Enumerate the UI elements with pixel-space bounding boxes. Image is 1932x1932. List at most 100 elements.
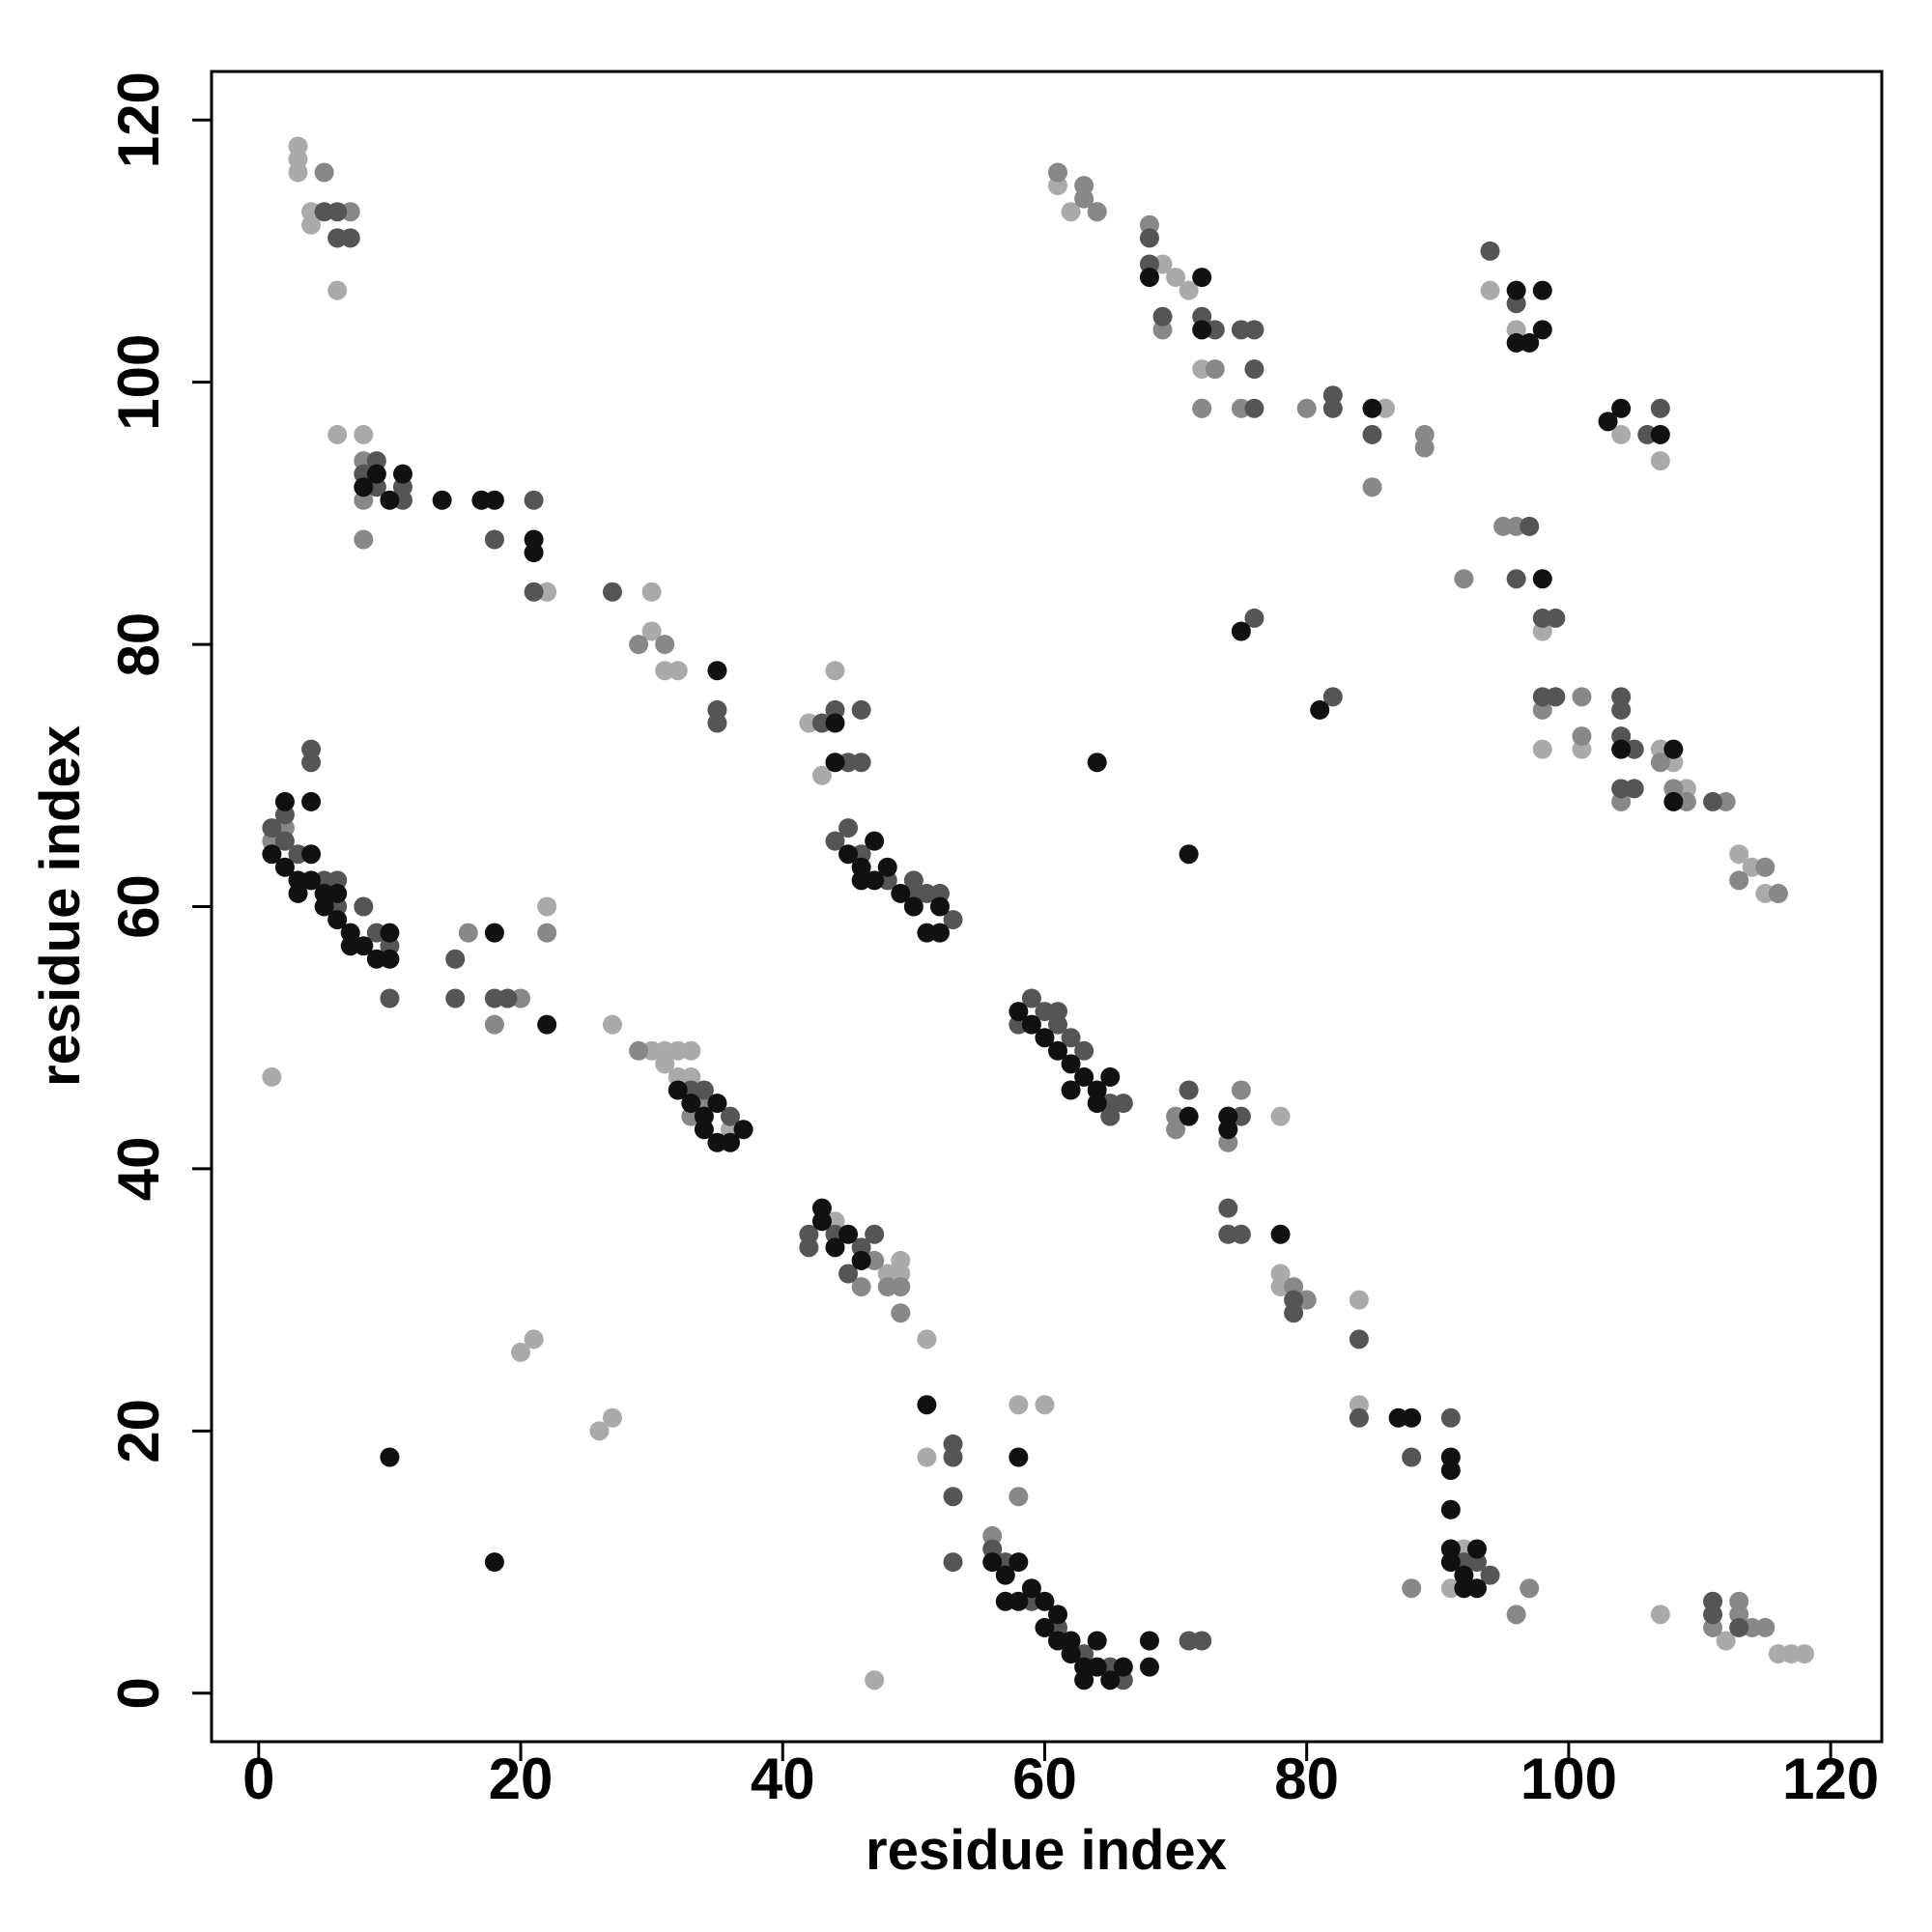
point xyxy=(1139,228,1159,248)
point xyxy=(811,1198,832,1218)
point xyxy=(327,910,348,930)
point xyxy=(511,1342,531,1362)
point xyxy=(1061,1080,1081,1100)
point xyxy=(825,831,845,851)
point xyxy=(1611,739,1632,759)
point xyxy=(1139,1657,1159,1677)
point xyxy=(1113,1657,1133,1677)
point xyxy=(262,844,282,865)
point xyxy=(1572,687,1592,707)
point xyxy=(1466,1578,1487,1599)
y-axis-label: residue index xyxy=(29,725,92,1087)
point xyxy=(1546,608,1566,628)
point xyxy=(1021,988,1041,1009)
point xyxy=(1048,162,1068,183)
point xyxy=(537,923,557,943)
point xyxy=(274,831,295,851)
point xyxy=(1362,424,1382,444)
point xyxy=(1270,1106,1291,1126)
point xyxy=(694,1120,714,1140)
point xyxy=(1362,477,1382,497)
point xyxy=(721,1106,741,1126)
point xyxy=(891,1277,911,1297)
point xyxy=(301,753,322,773)
point xyxy=(524,582,544,602)
x-tick-label: 20 xyxy=(489,1747,554,1811)
point xyxy=(1532,739,1552,759)
point xyxy=(1296,398,1317,418)
point xyxy=(838,1264,859,1284)
x-tick-label: 80 xyxy=(1274,1747,1339,1811)
point xyxy=(484,923,504,943)
point xyxy=(1192,320,1212,340)
point xyxy=(681,1094,701,1114)
point xyxy=(327,202,348,222)
point xyxy=(458,923,478,943)
point xyxy=(537,896,557,917)
point xyxy=(327,280,348,300)
point xyxy=(1166,268,1186,288)
point xyxy=(1768,1644,1788,1664)
point xyxy=(825,1237,845,1258)
point xyxy=(1650,1605,1670,1625)
point xyxy=(1139,1631,1159,1651)
point xyxy=(917,1329,937,1350)
point xyxy=(1100,1066,1121,1087)
point xyxy=(354,477,374,497)
point xyxy=(1035,1591,1055,1611)
point xyxy=(641,582,662,602)
point xyxy=(1074,1066,1094,1087)
point xyxy=(851,699,871,720)
point xyxy=(327,424,348,444)
point xyxy=(1231,621,1251,641)
point xyxy=(707,713,727,733)
point xyxy=(1061,202,1081,222)
point xyxy=(1061,1054,1081,1074)
point xyxy=(1179,280,1199,300)
point xyxy=(1021,1014,1041,1035)
x-tick-label: 60 xyxy=(1012,1747,1077,1811)
point xyxy=(262,818,282,838)
point xyxy=(1009,1002,1029,1022)
point xyxy=(1048,1014,1068,1035)
point xyxy=(851,1250,871,1270)
point xyxy=(445,988,466,1009)
point xyxy=(629,1040,649,1061)
point xyxy=(865,1670,885,1690)
point xyxy=(721,1132,741,1152)
point xyxy=(1794,1644,1814,1664)
point xyxy=(288,883,308,903)
point xyxy=(1179,844,1199,865)
point xyxy=(1035,1617,1055,1637)
point xyxy=(838,844,859,865)
point xyxy=(1532,320,1552,340)
point xyxy=(380,923,400,943)
point xyxy=(1572,726,1592,747)
point xyxy=(1480,280,1500,300)
point xyxy=(602,1014,622,1035)
point xyxy=(917,1447,937,1467)
point xyxy=(1466,1539,1487,1559)
point xyxy=(274,791,295,811)
point xyxy=(825,713,845,733)
point xyxy=(288,162,308,183)
point xyxy=(1218,1120,1238,1140)
x-tick-label: 0 xyxy=(242,1747,274,1811)
point xyxy=(1310,699,1330,720)
point xyxy=(1009,1395,1029,1415)
point xyxy=(943,1487,963,1507)
point xyxy=(1205,359,1225,380)
point xyxy=(641,621,662,641)
point xyxy=(392,464,412,484)
point xyxy=(1048,1040,1068,1061)
point xyxy=(1440,1407,1461,1428)
point xyxy=(668,1080,688,1100)
point xyxy=(432,490,452,510)
point xyxy=(1113,1094,1133,1114)
y-tick-label: 120 xyxy=(106,71,171,168)
point xyxy=(1048,1631,1068,1651)
point xyxy=(366,464,386,484)
point xyxy=(301,870,322,891)
point xyxy=(1061,1644,1081,1664)
